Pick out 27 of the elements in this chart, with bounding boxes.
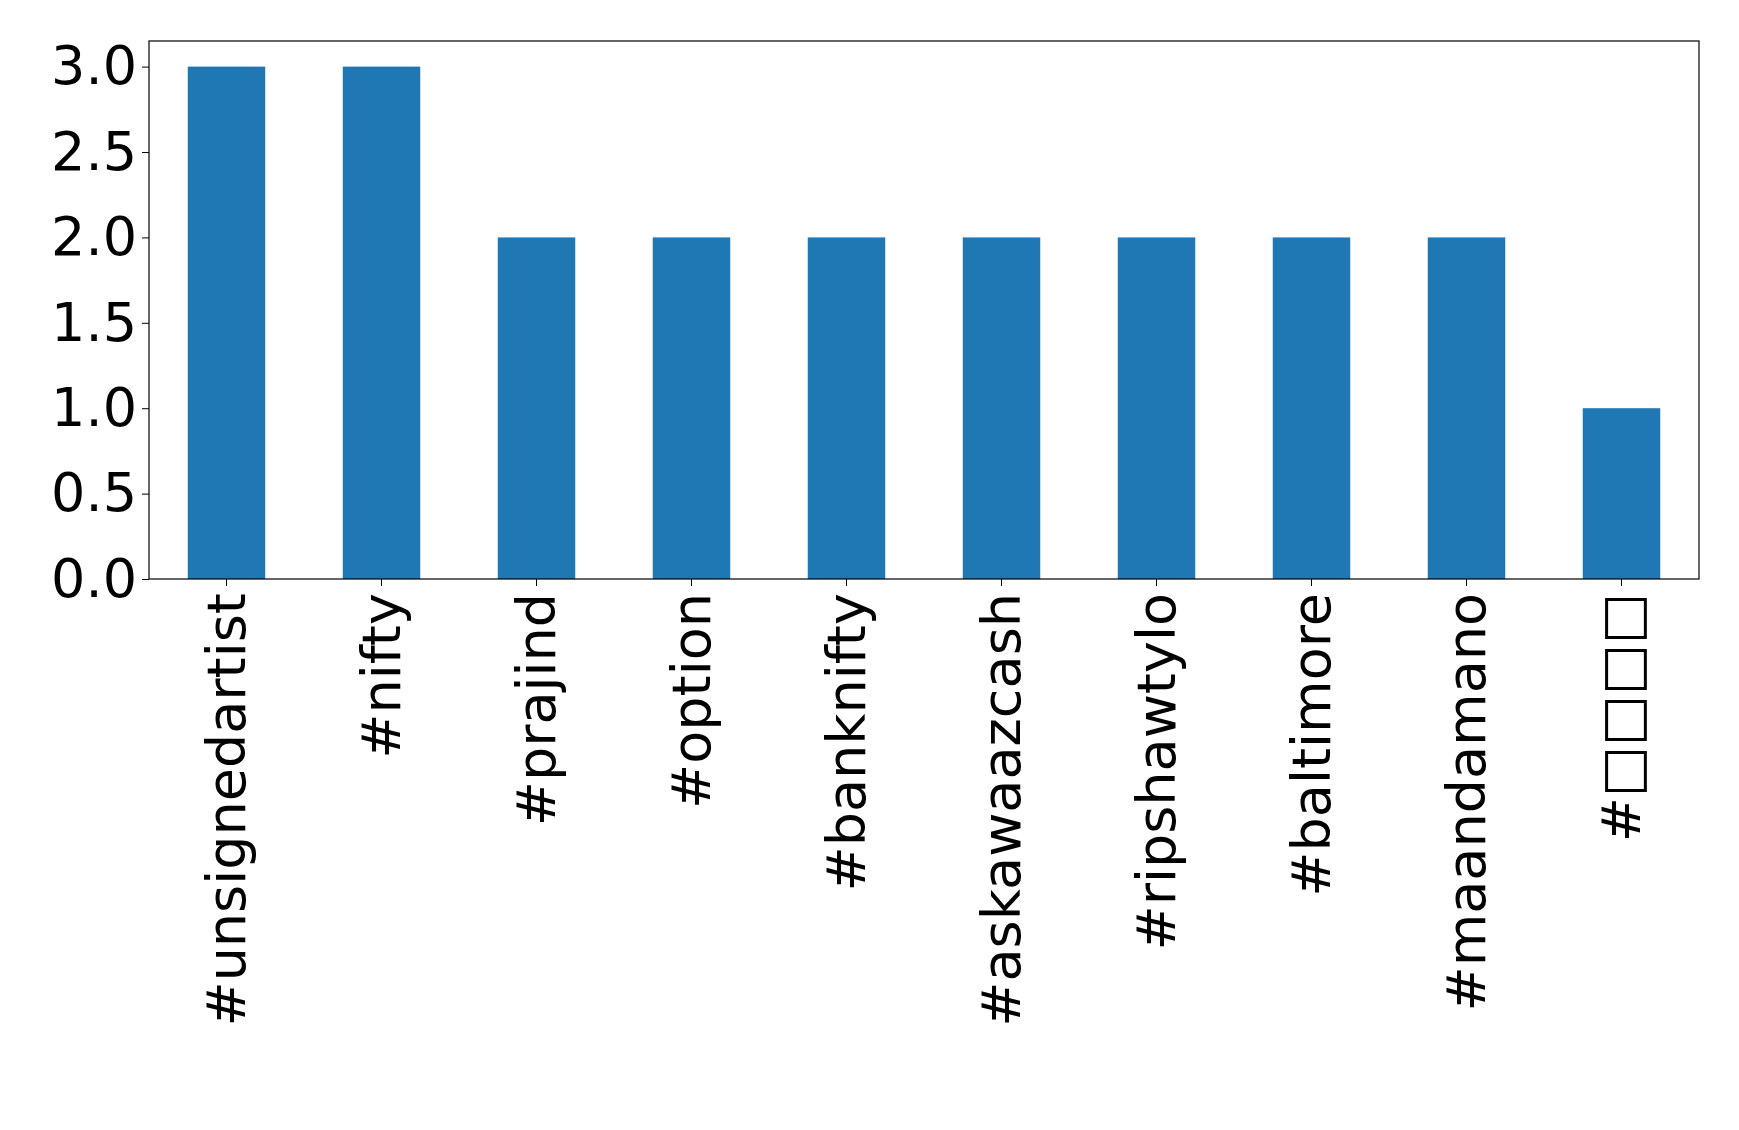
y-tick-label: 1.0 bbox=[51, 375, 137, 439]
bar bbox=[497, 237, 576, 579]
x-tick-label: #□□□□ bbox=[1590, 593, 1654, 843]
x-tick-label: #ripshawtylo bbox=[1125, 593, 1189, 951]
y-tick-label: 2.0 bbox=[51, 205, 137, 269]
bar bbox=[187, 66, 266, 579]
bar bbox=[962, 237, 1041, 579]
x-tick-label: #banknifty bbox=[815, 593, 879, 892]
y-tick-label: 3.0 bbox=[51, 34, 137, 98]
x-tick-label: #maandamano bbox=[1435, 593, 1499, 1012]
x-tick-label: #nifty bbox=[350, 593, 414, 759]
x-tick-label: #option bbox=[660, 593, 724, 809]
bar bbox=[1582, 408, 1661, 579]
y-tick-label: 1.5 bbox=[51, 290, 137, 354]
y-tick-label: 0.5 bbox=[51, 461, 137, 525]
bar bbox=[1117, 237, 1196, 579]
bar bbox=[807, 237, 886, 579]
x-tick-label: #prajind bbox=[505, 593, 569, 827]
bar bbox=[652, 237, 731, 579]
bar bbox=[1272, 237, 1351, 579]
x-tick-label: #baltimore bbox=[1280, 593, 1344, 897]
x-tick-label: #unsignedartist bbox=[195, 593, 259, 1027]
y-tick-label: 0.0 bbox=[51, 546, 137, 610]
bar bbox=[342, 66, 421, 579]
x-tick-label: #askawaazcash bbox=[970, 593, 1034, 1027]
y-tick-label: 2.5 bbox=[51, 119, 137, 183]
bar bbox=[1427, 237, 1506, 579]
